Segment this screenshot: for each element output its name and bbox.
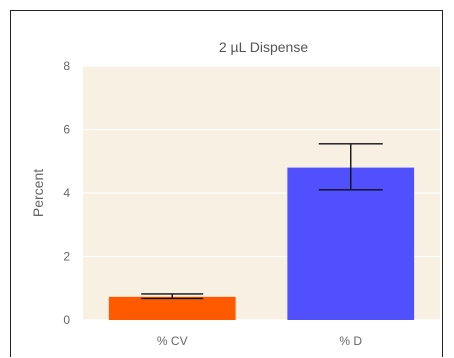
error-bars <box>141 143 383 300</box>
bar-d <box>287 167 415 320</box>
x-tick-label: % D <box>339 334 362 348</box>
y-tick-labels: 0 2 4 6 8 <box>63 59 70 327</box>
y-tick-label: 2 <box>63 250 70 264</box>
y-tick-label: 6 <box>63 123 70 137</box>
bars <box>108 167 415 320</box>
x-tick-labels: % CV % D <box>157 334 363 348</box>
y-axis-label: Percent <box>30 169 46 217</box>
bar-cv <box>108 296 236 320</box>
x-tick-label: % CV <box>157 334 188 348</box>
chart-frame <box>10 10 443 357</box>
y-tick-label: 0 <box>63 313 70 327</box>
chart-title: 2 µL Dispense <box>219 39 308 55</box>
y-tick-label: 8 <box>63 59 70 73</box>
y-tick-label: 4 <box>63 186 70 200</box>
